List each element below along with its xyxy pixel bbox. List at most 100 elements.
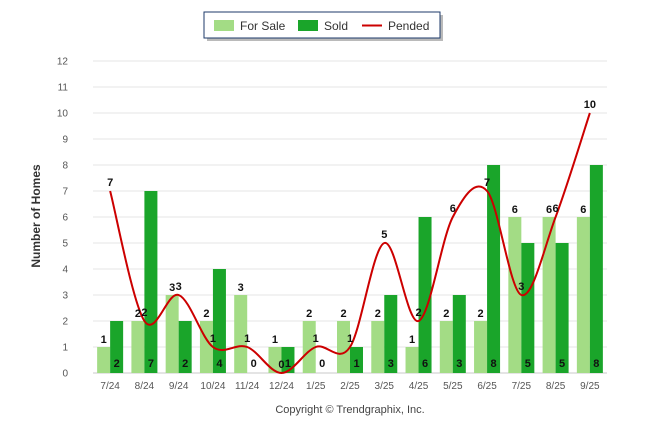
legend-label-sold: Sold (324, 19, 348, 33)
x-axis-ticks: 7/24 8/24 9/24 10/24 11/24 12/24 1/25 2/25 3/25 4… (100, 381, 600, 392)
y-axis-title: Number of Homes (29, 164, 43, 268)
sold-value-label: 3 (388, 358, 394, 370)
sold-bar (452, 295, 466, 373)
sold-bar (281, 347, 295, 373)
sold-value-label: 0 (319, 358, 325, 370)
pended-line-layer (109, 112, 591, 375)
for-sale-bar (234, 295, 248, 373)
y-tick-label: 2 (62, 317, 68, 328)
x-tick-label: 5/25 (443, 381, 463, 392)
for-sale-value-label: 2 (340, 308, 346, 320)
pended-value-label: 0 (278, 359, 284, 371)
for-sale-value-label: 6 (512, 204, 518, 216)
legend-box (203, 11, 441, 39)
y-tick-label: 0 (62, 369, 68, 380)
sold-bar (178, 321, 192, 373)
for-sale-value-label: 3 (169, 282, 175, 294)
copyright-text: Copyright © Trendgraphix, Inc. (275, 404, 424, 416)
x-tick-label: 8/24 (135, 381, 155, 392)
for-sale-bar (165, 295, 179, 373)
x-tick-label: 3/25 (375, 381, 395, 392)
x-tick-label: 1/25 (306, 381, 326, 392)
sold-value-label: 8 (491, 358, 497, 370)
legend-swatch-sold (298, 20, 318, 31)
sold-value-label: 8 (593, 358, 599, 370)
pended-value-label: 7 (107, 177, 113, 189)
pended-value-label: 1 (313, 333, 319, 345)
y-tick-label: 10 (57, 109, 69, 120)
x-tick-label: 8/25 (546, 381, 566, 392)
for-sale-value-label: 2 (203, 308, 209, 320)
for-sale-bar (405, 347, 419, 373)
for-sale-bar (268, 347, 282, 373)
for-sale-value-label: 1 (409, 334, 415, 346)
pended-value-label: 3 (176, 281, 182, 293)
sold-value-label: 1 (285, 358, 291, 370)
legend-label-pended: Pended (388, 19, 429, 33)
legend-label-for-sale: For Sale (240, 19, 286, 33)
sold-bar (589, 165, 603, 373)
for-sale-value-label: 6 (546, 204, 552, 216)
for-sale-value-label: 2 (306, 308, 312, 320)
sold-value-label: 3 (456, 358, 462, 370)
legend: For Sale Sold Pended (203, 11, 443, 41)
x-tick-label: 4/25 (409, 381, 429, 392)
pended-value-label: 1 (210, 333, 216, 345)
for-sale-value-label: 2 (478, 308, 484, 320)
for-sale-bar (337, 321, 350, 373)
y-tick-label: 11 (58, 83, 69, 94)
x-tick-label: 2/25 (340, 381, 360, 392)
y-tick-label: 1 (62, 343, 68, 354)
for-sale-bar (439, 321, 453, 373)
y-tick-label: 12 (57, 57, 69, 68)
for-sale-bar (302, 321, 316, 373)
for-sale-bar (508, 217, 522, 373)
pended-value-label: 5 (381, 229, 387, 241)
pended-value-label: 2 (141, 307, 147, 319)
sold-bar (487, 165, 501, 373)
for-sale-value-label: 3 (238, 282, 244, 294)
sold-bar (350, 347, 363, 373)
y-tick-label: 5 (62, 239, 68, 250)
sold-value-label: 2 (114, 358, 120, 370)
sold-value-label: 0 (251, 358, 257, 370)
x-tick-label: 9/24 (169, 381, 189, 392)
legend-swatch-for-sale (214, 20, 234, 31)
for-sale-bar (371, 321, 385, 373)
for-sale-bar (542, 217, 556, 373)
for-sale-value-label: 2 (443, 308, 449, 320)
x-tick-label: 7/24 (100, 381, 120, 392)
for-sale-value-label: 2 (375, 308, 381, 320)
y-tick-label: 6 (62, 213, 68, 224)
for-sale-bar (474, 321, 488, 373)
sold-value-label: 1 (353, 358, 359, 370)
sold-value-label: 5 (525, 358, 531, 370)
pended-value-label: 6 (553, 203, 559, 215)
sold-value-label: 4 (216, 358, 223, 370)
x-tick-label: 6/25 (477, 381, 497, 392)
x-tick-label: 7/25 (512, 381, 532, 392)
bars (97, 165, 603, 373)
sold-value-label: 6 (422, 358, 428, 370)
pended-value-label: 7 (484, 177, 490, 189)
x-tick-label: 9/25 (580, 381, 600, 392)
for-sale-value-label: 2 (135, 308, 141, 320)
pended-line (109, 112, 591, 375)
pended-value-label: 3 (518, 281, 524, 293)
for-sale-bar (199, 321, 213, 373)
sold-bar (212, 269, 226, 373)
pended-value-label: 10 (584, 99, 596, 111)
y-tick-label: 9 (62, 135, 68, 146)
for-sale-value-label: 1 (101, 334, 107, 346)
pended-value-label: 1 (347, 333, 353, 345)
for-sale-value-label: 6 (580, 204, 586, 216)
sold-value-label: 7 (148, 358, 154, 370)
sold-bar (384, 295, 398, 373)
sold-value-label: 5 (559, 358, 565, 370)
for-sale-bar (97, 347, 111, 373)
sold-bar (418, 217, 432, 373)
sold-value-label: 2 (182, 358, 188, 370)
